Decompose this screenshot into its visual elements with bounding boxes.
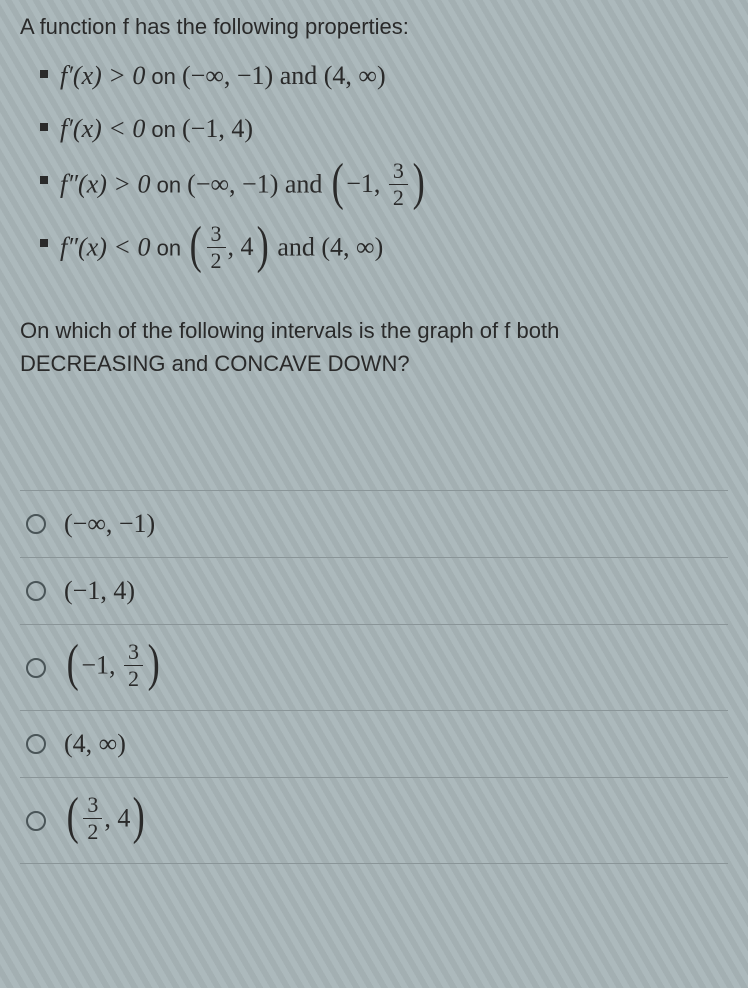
prop3-frac-num: 3 [389, 160, 408, 185]
prop3-frac-den: 2 [389, 185, 408, 209]
prop2-on: on [145, 117, 182, 142]
prop4-on: on [150, 235, 187, 260]
option-3-text: (−1, 32) [64, 643, 162, 692]
option-5-comma: , 4 [104, 803, 130, 832]
prop4-and: and [277, 232, 321, 261]
properties-list: f′(x) > 0 on (−∞, −1) and (4, ∞) f′(x) <… [20, 56, 728, 274]
option-2-text: (−1, 4) [64, 576, 135, 606]
question-line1: On which of the following intervals is t… [20, 318, 559, 343]
option-3-a: −1, [81, 650, 122, 679]
option-5[interactable]: (32, 4) [20, 778, 728, 864]
option-3[interactable]: (−1, 32) [20, 625, 728, 711]
radio-icon [26, 514, 46, 534]
prop4-frac1: 32 [207, 223, 226, 272]
radio-icon [26, 658, 46, 678]
intro-text: A function f has the following propertie… [20, 14, 409, 39]
question-intro: A function f has the following propertie… [20, 14, 728, 40]
property-1: f′(x) > 0 on (−∞, −1) and (4, ∞) [40, 56, 728, 95]
prop4-frac1-den: 2 [207, 248, 226, 272]
option-2[interactable]: (−1, 4) [20, 558, 728, 625]
property-2: f′(x) < 0 on (−1, 4) [40, 109, 728, 148]
prop4-lhs: f″(x) < 0 [60, 232, 150, 261]
prop2-lhs: f′(x) < 0 [60, 114, 145, 143]
option-5-frac: 32 [83, 794, 102, 843]
option-4[interactable]: (4, ∞) [20, 711, 728, 778]
prop1-on: on [145, 64, 182, 89]
option-1[interactable]: (−∞, −1) [20, 490, 728, 558]
prop2-int1: (−1, 4) [182, 114, 253, 143]
options-list: (−∞, −1) (−1, 4) (−1, 32) (4, ∞) (32, 4) [20, 490, 728, 864]
option-5-frac-den: 2 [83, 819, 102, 843]
option-5-text: (32, 4) [64, 796, 148, 845]
prop4-int2: (4, ∞) [321, 232, 383, 261]
prop1-int2: (4, ∞) [324, 61, 386, 90]
option-1-text: (−∞, −1) [64, 509, 155, 539]
option-3-frac: 32 [124, 641, 143, 690]
radio-icon [26, 811, 46, 831]
prop1-lhs: f′(x) > 0 [60, 61, 145, 90]
option-3-frac-num: 3 [124, 641, 143, 666]
prop3-lhs: f″(x) > 0 [60, 169, 150, 198]
prop3-a: −1, [346, 169, 387, 198]
option-3-frac-den: 2 [124, 666, 143, 690]
option-4-text: (4, ∞) [64, 729, 126, 759]
radio-icon [26, 581, 46, 601]
prop1-and: and [273, 61, 324, 90]
question-line2: DECREASING and CONCAVE DOWN? [20, 351, 410, 376]
radio-icon [26, 734, 46, 754]
prop3-on: on [150, 172, 187, 197]
prop1-int1: (−∞, −1) [182, 61, 273, 90]
property-3: f″(x) > 0 on (−∞, −1) and (−1, 32) [40, 162, 728, 211]
question-text: On which of the following intervals is t… [20, 314, 728, 380]
prop4-frac1-num: 3 [207, 223, 226, 248]
property-4: f″(x) < 0 on (32, 4) and (4, ∞) [40, 225, 728, 274]
prop3-frac: 32 [389, 160, 408, 209]
prop3-and: and [278, 169, 329, 198]
prop4-comma4: , 4 [228, 232, 254, 261]
option-5-frac-num: 3 [83, 794, 102, 819]
prop3-int1: (−∞, −1) [187, 169, 278, 198]
